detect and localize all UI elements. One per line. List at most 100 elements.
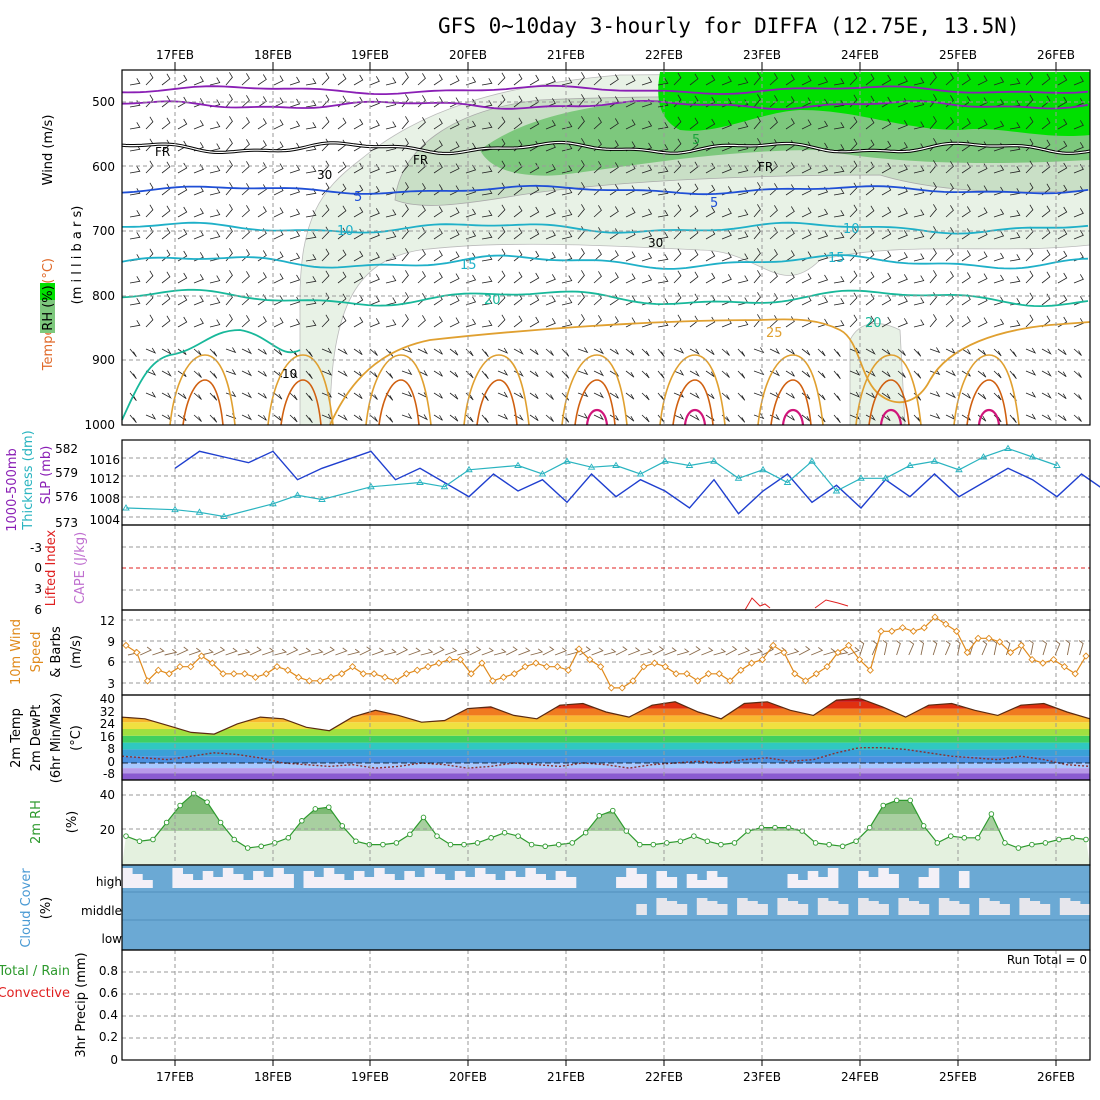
wind10-label: 10m Wind xyxy=(9,619,24,685)
wind-barb xyxy=(161,73,171,86)
wind-barb xyxy=(881,370,891,378)
wind-barb xyxy=(737,319,749,328)
thickness-tick-582: 582 xyxy=(55,442,78,456)
cloud-middle-bar xyxy=(1069,901,1081,915)
wind-barb xyxy=(1057,316,1068,328)
ytick-500: 500 xyxy=(92,95,115,109)
wind-barb xyxy=(897,164,908,174)
wind-barb xyxy=(897,120,908,130)
wind-barb xyxy=(1025,270,1034,284)
wind-barb xyxy=(449,295,460,306)
wind-tick: 6 xyxy=(107,655,115,669)
wind-barb xyxy=(353,206,364,218)
wind-barb xyxy=(833,276,845,284)
wind-barb xyxy=(945,392,957,399)
top-date-axis: 17FEB 18FEB 19FEB 20FEB 21FEB 22FEB 23FEB 24FEB… xyxy=(156,48,1075,70)
wind-barb xyxy=(641,76,653,86)
wind-barb xyxy=(433,96,443,108)
wind-barb xyxy=(529,162,540,174)
wind10-barb xyxy=(298,647,312,656)
wind-barb xyxy=(1025,347,1037,354)
thickness-marker xyxy=(587,463,596,470)
thickness-marker xyxy=(220,512,228,519)
wind-barb xyxy=(593,117,602,130)
thickness-marker xyxy=(1053,461,1061,468)
date-tick-bottom: 22FEB xyxy=(645,1070,683,1084)
wind-barb xyxy=(481,320,493,328)
cloud-middle-bar xyxy=(979,898,990,915)
wind10-marker xyxy=(888,627,896,635)
wind10-barb xyxy=(371,647,385,656)
wind-barb xyxy=(337,392,348,399)
wind-barb xyxy=(769,227,778,240)
thickness-marker xyxy=(832,487,841,494)
wind-barb xyxy=(241,414,253,421)
wind-barb xyxy=(705,348,715,356)
wind-barb xyxy=(385,99,397,108)
wind-barb xyxy=(561,275,573,284)
wind10-barb xyxy=(225,647,238,656)
wind10-barb xyxy=(798,646,811,656)
wind-barb xyxy=(529,316,540,328)
wind-barb xyxy=(241,95,250,108)
wind-barb xyxy=(289,98,301,108)
wind-barb xyxy=(577,116,585,130)
wind-barb xyxy=(657,166,669,174)
thickness-marker xyxy=(440,482,449,490)
cloud-high-bar xyxy=(958,871,970,888)
wind-barb xyxy=(689,392,700,399)
wind-barb xyxy=(241,348,253,355)
wind-barb xyxy=(433,414,443,421)
wind-barb xyxy=(625,348,635,356)
rh2m-marker xyxy=(447,841,454,848)
wind10-marker xyxy=(661,663,669,671)
wind-barb xyxy=(785,74,795,86)
contour-freezing-inner xyxy=(121,141,1091,155)
wind-barb xyxy=(129,210,141,218)
temp-tick: 16 xyxy=(100,730,115,744)
wind-barb xyxy=(849,72,858,86)
wind-barb xyxy=(497,72,506,86)
wind-barb xyxy=(161,271,171,284)
wind-barb xyxy=(369,296,380,306)
wind-barb xyxy=(993,230,1005,240)
wind-barb xyxy=(481,370,489,379)
wind-barb xyxy=(945,73,954,86)
date-tick-bottom: 17FEB xyxy=(156,1070,194,1084)
wind-barb xyxy=(369,98,380,108)
cloud-high-bar xyxy=(505,871,516,888)
upper-grid xyxy=(122,70,1090,425)
wind10-marker xyxy=(165,670,173,678)
wind-barb xyxy=(273,75,284,86)
wind-barb xyxy=(1073,392,1082,400)
contour-35 xyxy=(868,379,910,426)
wind-barb xyxy=(145,270,154,284)
contour-35 xyxy=(476,379,518,426)
cloud-cover-label: Cloud Cover xyxy=(19,868,34,948)
wind-barb xyxy=(593,183,602,196)
wind-barb xyxy=(209,143,221,152)
wind-barb xyxy=(641,120,653,130)
wind-barb xyxy=(705,162,716,174)
wind-barb xyxy=(705,250,716,262)
wind10-unit-label: (m/s) xyxy=(69,635,84,669)
wind-barb xyxy=(705,206,716,218)
wind-barb xyxy=(801,97,812,108)
wind-barb xyxy=(689,73,699,86)
cloud-high-bar xyxy=(787,874,799,888)
wind-barb xyxy=(609,96,619,108)
wind-barb xyxy=(801,370,811,378)
wind-barb xyxy=(625,97,636,108)
wind-barb xyxy=(417,315,426,328)
wind-barb xyxy=(433,206,443,218)
rh2m-marker xyxy=(474,840,481,846)
rh2m-marker xyxy=(664,840,670,846)
wind10-marker xyxy=(316,677,324,685)
wind-barb xyxy=(417,73,426,86)
date-tick-bottom: 23FEB xyxy=(743,1070,781,1084)
wind-barb xyxy=(641,392,650,401)
wind-barb xyxy=(433,74,443,86)
wind10-marker xyxy=(424,663,432,671)
wind-barb xyxy=(817,120,829,130)
slp-panel-frame xyxy=(121,439,1091,526)
